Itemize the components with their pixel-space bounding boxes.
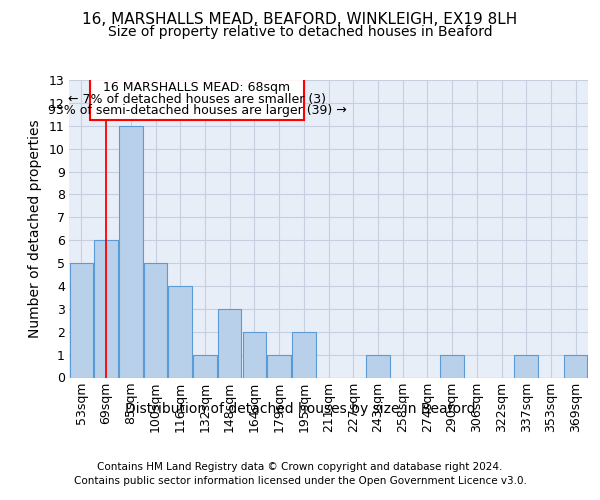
Bar: [366, 354, 389, 378]
Text: Contains public sector information licensed under the Open Government Licence v3: Contains public sector information licen…: [74, 476, 526, 486]
Text: Contains HM Land Registry data © Crown copyright and database right 2024.: Contains HM Land Registry data © Crown c…: [97, 462, 503, 472]
Text: 16, MARSHALLS MEAD, BEAFORD, WINKLEIGH, EX19 8LH: 16, MARSHALLS MEAD, BEAFORD, WINKLEIGH, …: [82, 12, 518, 28]
Bar: [119, 126, 143, 378]
Text: Distribution of detached houses by size in Beaford: Distribution of detached houses by size …: [125, 402, 475, 416]
Bar: [564, 354, 587, 378]
Bar: [193, 354, 217, 378]
Bar: [144, 263, 167, 378]
Bar: [94, 240, 118, 378]
Text: Size of property relative to detached houses in Beaford: Size of property relative to detached ho…: [107, 25, 493, 39]
Bar: [268, 354, 291, 378]
Text: ← 7% of detached houses are smaller (3): ← 7% of detached houses are smaller (3): [68, 93, 326, 106]
Y-axis label: Number of detached properties: Number of detached properties: [28, 120, 42, 338]
Text: 16 MARSHALLS MEAD: 68sqm: 16 MARSHALLS MEAD: 68sqm: [103, 82, 290, 94]
Bar: [70, 263, 93, 378]
Bar: [440, 354, 464, 378]
Bar: [514, 354, 538, 378]
Bar: [218, 309, 241, 378]
Bar: [169, 286, 192, 378]
Text: 93% of semi-detached houses are larger (39) →: 93% of semi-detached houses are larger (…: [47, 104, 346, 118]
Bar: [292, 332, 316, 378]
Bar: [242, 332, 266, 378]
FancyBboxPatch shape: [90, 79, 304, 120]
